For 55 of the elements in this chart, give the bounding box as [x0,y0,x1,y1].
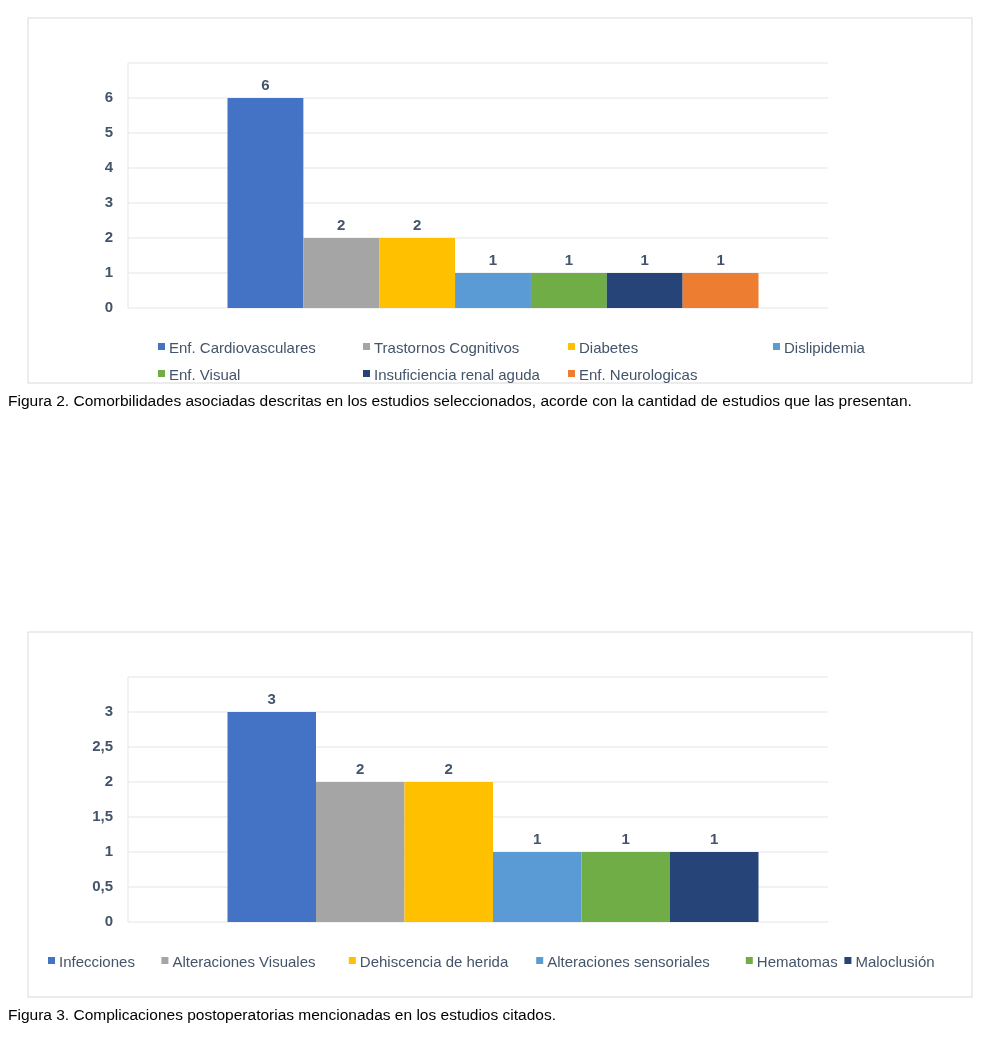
text: Figura 2. Comorbilidades asociadas descritas en los estudios seleccionados, acorde con la cantidad de estudios que las presentan. [8,392,912,409]
data-label: 1 [716,251,725,268]
data-label: 2 [337,216,346,233]
y-tick-label: 6 [104,87,113,105]
bar [670,852,759,922]
legend-label: Trastornos Cognitivos [374,338,520,356]
data-label: 1 [621,830,630,847]
bar [316,782,405,922]
y-tick-label: 1 [104,262,113,280]
y-tick-label: 1,5 [92,806,113,824]
bar [581,852,670,922]
y-tick-label: 3 [104,192,113,210]
legend-label: Dehiscencia de herida [359,952,509,970]
legend-label: Enf. Neurologicas [579,365,698,383]
legend-label: Alteraciones Visuales [172,952,316,970]
y-tick-label: 1 [104,841,113,859]
data-label: 1 [640,251,649,268]
bar [227,712,316,922]
bar [404,782,493,922]
data-label: 1 [710,830,719,847]
legend-label: Enf. Cardiovasculares [169,338,316,356]
bar [379,238,456,308]
data-label: 2 [356,760,365,777]
data-label: 1 [488,251,498,268]
data-label: 3 [267,690,276,707]
bar [606,273,683,308]
legend-label: Diabetes [579,338,639,356]
legend-label: Insuficiencia renal aguda [374,365,541,383]
text: Figura 3. Complicaciones postoperatorias mencionadas en los estudios citados. [8,1006,556,1023]
data-label: 6 [261,76,270,93]
y-tick-label: 2,5 [92,736,113,754]
bar [682,273,759,308]
legend-label: Enf. Visual [169,365,241,383]
bar [303,238,380,308]
data-label: 1 [564,251,574,268]
y-tick-label: 4 [104,157,114,175]
y-tick-label: 0 [104,297,113,315]
y-tick-label: 2 [104,771,113,789]
bar [530,273,607,308]
y-tick-label: 2 [104,227,113,245]
y-tick-label: 3 [104,701,113,719]
y-tick-label: 0,5 [92,876,113,894]
data-label: 2 [444,760,453,777]
y-tick-label: 5 [104,122,113,140]
legend-label: Dislipidemia [784,338,866,356]
legend-label: Alteraciones sensoriales [547,952,710,970]
bar [227,98,304,308]
legend-label: Infecciones [59,952,135,970]
legend-label: Hematomas [756,952,838,970]
y-tick-label: 0 [104,911,113,929]
data-label: 1 [533,830,542,847]
legend-label: Maloclusión [855,952,935,970]
bar [493,852,582,922]
data-label: 2 [412,216,422,233]
bar [455,273,531,308]
